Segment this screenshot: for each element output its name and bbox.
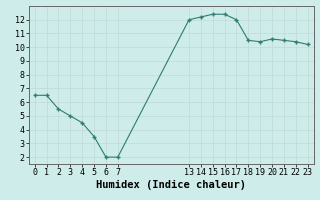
X-axis label: Humidex (Indice chaleur): Humidex (Indice chaleur) <box>96 180 246 190</box>
